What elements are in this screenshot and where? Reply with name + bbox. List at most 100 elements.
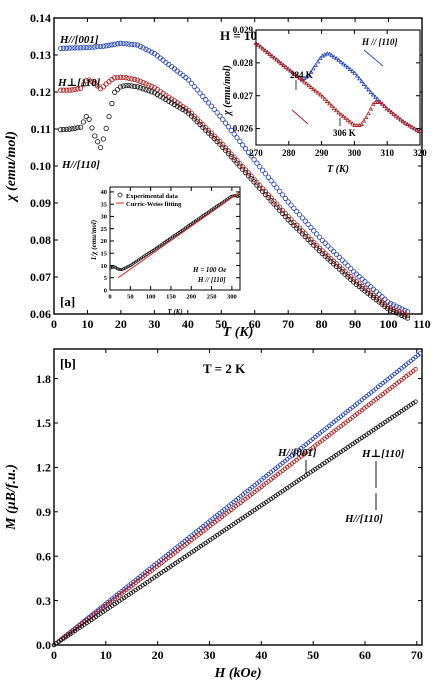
panel-a-series-1-point [228, 151, 234, 157]
panel-a-series-1-point [396, 309, 402, 315]
panel-a-series-2-point [194, 119, 200, 125]
panel-a-series-0-point [385, 299, 391, 305]
inset-left-ytick-label: 5 [104, 275, 108, 282]
panel-a-series-0-point [271, 181, 277, 187]
panel-a-series-1-point [75, 86, 81, 92]
panel-b-annotation-110: H//[110] [344, 513, 383, 525]
panel-a-series-0-point [328, 246, 334, 252]
inset-right-ytick-label: 0.029 [233, 25, 254, 35]
panel-a-series-0-point [262, 171, 269, 177]
inset-right-warming-point [350, 121, 355, 126]
inset-left-xtick-label: 250 [207, 294, 217, 301]
panel-a-series-2-point [251, 179, 257, 185]
inset-right-warming-point [295, 73, 300, 78]
panel-a-series-2-point [271, 201, 277, 207]
inset-right-warming-point [375, 99, 380, 104]
panel-a-series-1-point [234, 157, 240, 164]
panel-a-series-1-point [325, 253, 331, 259]
panel-a-series-0-point [188, 80, 195, 86]
panel-a-series-0-point [314, 231, 320, 237]
panel-a-series-0-point [353, 271, 360, 277]
panel-a-series-2-point [390, 308, 396, 315]
panel-a-series-0-point [66, 45, 72, 51]
panel-a-series-1-point [140, 80, 146, 86]
panel-a-series-0-point [331, 249, 337, 255]
panel-a-series-2-point [69, 126, 75, 132]
panel-b-series-2-point [413, 399, 418, 404]
panel-a-series-1-point [132, 76, 138, 83]
inset-right-cooling-point [370, 92, 376, 97]
panel-a-series-1-point [285, 214, 291, 220]
inset-right-warming-point [318, 92, 323, 97]
panel-a-series-0-point [285, 199, 291, 205]
panel-a-series-2-point [217, 141, 223, 147]
panel-b-ytick-label: 0.9 [36, 505, 51, 519]
inset-right-warming-point [265, 49, 270, 55]
panel-a-series-0-point [402, 307, 408, 313]
panel-b-ytick-label: 0.6 [36, 549, 51, 563]
panel-a-series-2-point [75, 125, 81, 131]
inset-right-warming-point [272, 55, 277, 60]
panel-a-series-2-point [109, 100, 115, 107]
panel-a-series-2-point [83, 113, 89, 120]
panel-a-series-1-point [299, 228, 305, 234]
panel-a-series-1-point [120, 74, 126, 81]
inset-right-warming-point [405, 121, 410, 127]
panel-a-series-2-point [223, 147, 229, 154]
panel-a-series-0-point [288, 202, 294, 208]
panel-a-series-1-point [405, 312, 411, 319]
panel-a-series-2-point [117, 84, 124, 90]
panel-a-series-1-point [203, 124, 209, 131]
inset-right-cooling-point [340, 61, 346, 66]
inset-right-xtick-label: 280 [282, 148, 296, 158]
panel-a-series-0-point [259, 167, 266, 173]
inset-right-warming-point [402, 120, 408, 125]
panel-a-series-2-point [66, 126, 72, 132]
inset-right-cooling-point [338, 59, 344, 64]
panel-a-series-0-point [228, 127, 234, 134]
panel-a-annotation-110: H//[110] [61, 159, 100, 171]
inset-right-cooling-point [334, 56, 339, 61]
panel-a-series-0-point [240, 142, 246, 148]
inset-right-warming-point [382, 103, 387, 108]
inset-right-warming-point [409, 124, 415, 129]
inset-right-warming-point [393, 113, 399, 118]
panel-b-xtick-label: 40 [255, 648, 267, 662]
panel-b-xtick-label: 50 [307, 648, 319, 662]
panel-a-series-0-point [123, 41, 129, 47]
panel-a-series-0-point [225, 124, 232, 130]
panel-a-xtick-label: 50 [215, 317, 227, 331]
panel-a-series-0-point [208, 103, 215, 109]
panel-a-series-1-point [245, 170, 251, 176]
panel-a-series-2-point [405, 315, 411, 321]
panel-a-series-2-point [220, 144, 226, 150]
panel-a-series-0-point [117, 40, 124, 46]
panel-a-series-1-point [308, 236, 314, 243]
inset-left-legend-fit: Curric-Weiss fitting [126, 201, 182, 208]
panel-a-series-1-point [268, 195, 274, 201]
panel-a-series-2-point [143, 87, 149, 93]
inset-right-warming-point [354, 122, 360, 127]
panel-a-series-2-point [72, 125, 78, 131]
panel-a-series-2-point [77, 124, 84, 130]
inset-left-ytick-label: 15 [101, 250, 108, 257]
panel-b-xtick-label: 20 [152, 648, 164, 662]
panel-a-series-1-point [69, 87, 75, 93]
panel-a-series-0-point [370, 286, 377, 292]
panel-a-series-0-point [63, 45, 69, 51]
inset-left-ylabel: 1/χ (emu/mol) [90, 220, 98, 260]
panel-a-series-0-point [322, 240, 328, 246]
panel-b-annotation-perp110: H⊥[110] [361, 448, 405, 460]
inset-left-xtick-label: 200 [186, 294, 196, 301]
panel-a-series-0-point [339, 257, 345, 263]
inset-right-cooling-point [350, 68, 355, 73]
panel-a-series-0-point [342, 260, 348, 266]
panel-a-series-2-point [225, 151, 232, 157]
panel-a-xtick-label: 60 [249, 317, 261, 331]
panel-a-series-1-point [242, 167, 249, 173]
inset-right-cooling-point [329, 52, 335, 58]
panel-a-series-1-point [294, 222, 300, 228]
panel-a-annotation-001: H//[001] [59, 34, 99, 46]
inset-right-warming-point [396, 115, 401, 120]
panel-a-xtick-label: 80 [316, 317, 328, 331]
